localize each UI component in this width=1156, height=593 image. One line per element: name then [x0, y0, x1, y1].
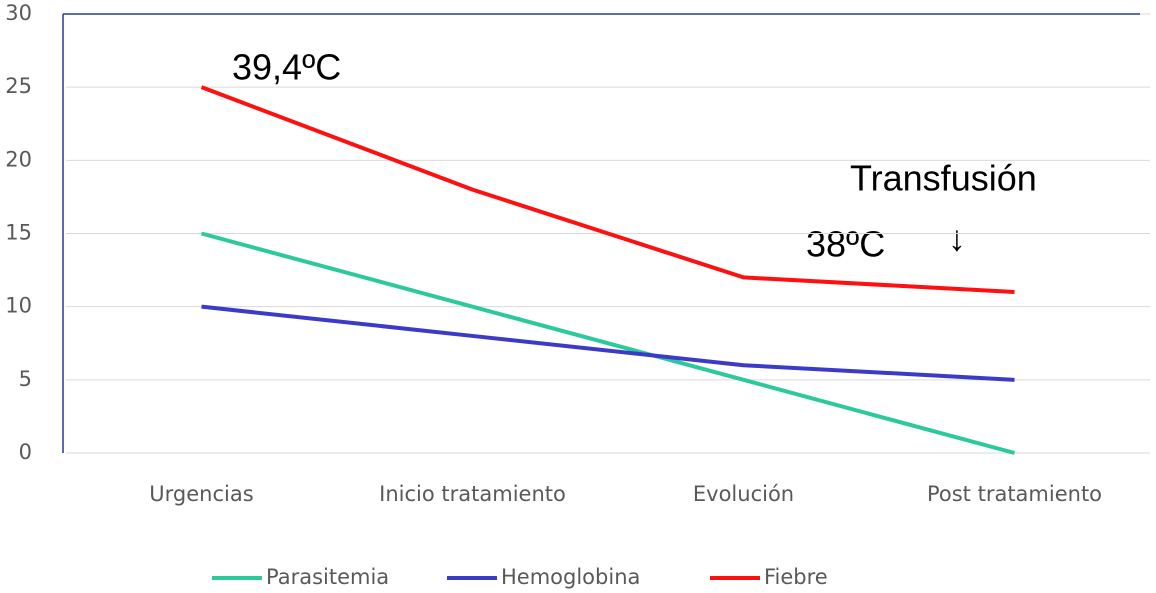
series-line: [201, 304, 1015, 382]
legend-label: Parasitemia: [266, 565, 389, 589]
y-tick-label: 15: [5, 221, 32, 245]
y-tick-label: 5: [19, 367, 32, 391]
x-tick-label: Urgencias: [149, 482, 253, 506]
annotation: 39,4ºC: [232, 47, 341, 88]
y-tick-label: 30: [5, 1, 32, 25]
annotation: 38ºC: [806, 224, 885, 265]
y-tick-label: 0: [19, 440, 32, 464]
x-tick-label: Inicio tratamiento: [379, 482, 566, 506]
legend-label: Hemoglobina: [501, 565, 640, 589]
y-tick-label: 20: [5, 147, 32, 171]
annotation: ↓: [948, 218, 966, 259]
series-line: [200, 231, 1016, 455]
legend-label: Fiebre: [764, 565, 828, 589]
x-tick-label: Post tratamiento: [927, 482, 1102, 506]
x-tick-label: Evolución: [693, 482, 794, 506]
series-line: [200, 85, 1015, 295]
annotation: Transfusión: [850, 158, 1037, 199]
y-tick-label: 25: [5, 74, 32, 98]
y-tick-label: 10: [5, 294, 32, 318]
